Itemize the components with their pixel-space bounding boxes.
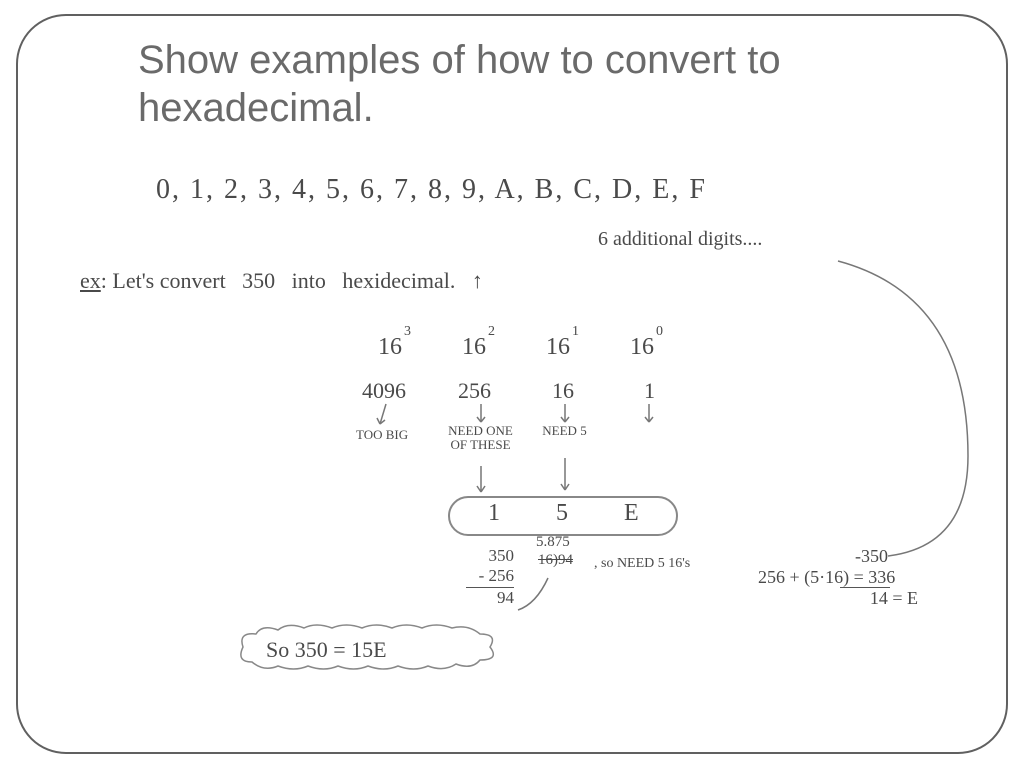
sub-top: 350 (466, 546, 514, 566)
arrow-down-icon (376, 402, 396, 430)
val-256: 256 (458, 378, 491, 404)
note-need-5: NEED 5 (542, 424, 587, 438)
sub-minus: - 256 (466, 566, 514, 586)
arrow-down-icon (642, 402, 656, 426)
calc-remainder: 14 = E (758, 588, 918, 609)
slide-frame: Show examples of how to convert to hexad… (16, 14, 1008, 754)
sub-result: 94 (466, 588, 514, 608)
example-intro: exex: Let's convert 350 into hexidecimal… (80, 268, 483, 294)
subtraction-work: 350 - 256 94 (466, 546, 514, 608)
arrow-down-icon (474, 464, 488, 496)
note-additional-digits: 6 additional digits.... (598, 228, 762, 251)
answer-digit-1: 1 (488, 500, 500, 527)
power-16-2: 162 (462, 334, 493, 361)
arrow-down-icon (558, 456, 572, 494)
note-too-big: TOO BIG (356, 428, 408, 442)
curve-arrow-icon (516, 574, 556, 614)
hex-digits-line: 0, 1, 2, 3, 4, 5, 6, 7, 8, 9, A, B, C, D… (156, 174, 707, 206)
val-16: 16 (552, 378, 574, 404)
value-5-875: 5.875 (536, 534, 570, 551)
power-16-1: 161 (546, 334, 577, 361)
power-16-3: 163 (378, 334, 409, 361)
answer-digit-2: 5 (556, 500, 568, 527)
need-5-16s: , so NEED 5 16's (594, 556, 690, 572)
note-need-one: NEED ONE OF THESE (448, 424, 513, 453)
final-answer: So 350 = 15E (248, 631, 405, 669)
val-4096: 4096 (362, 378, 406, 404)
power-16-0: 160 (630, 334, 661, 361)
calc-expr: 256 + (5·16) = 336 (758, 567, 918, 588)
curve-arrow-icon (828, 256, 988, 566)
division-94: 16)94 (538, 552, 573, 569)
val-1: 1 (644, 378, 655, 404)
slide-title: Show examples of how to convert to hexad… (138, 36, 878, 132)
answer-digit-3: E (624, 500, 639, 527)
